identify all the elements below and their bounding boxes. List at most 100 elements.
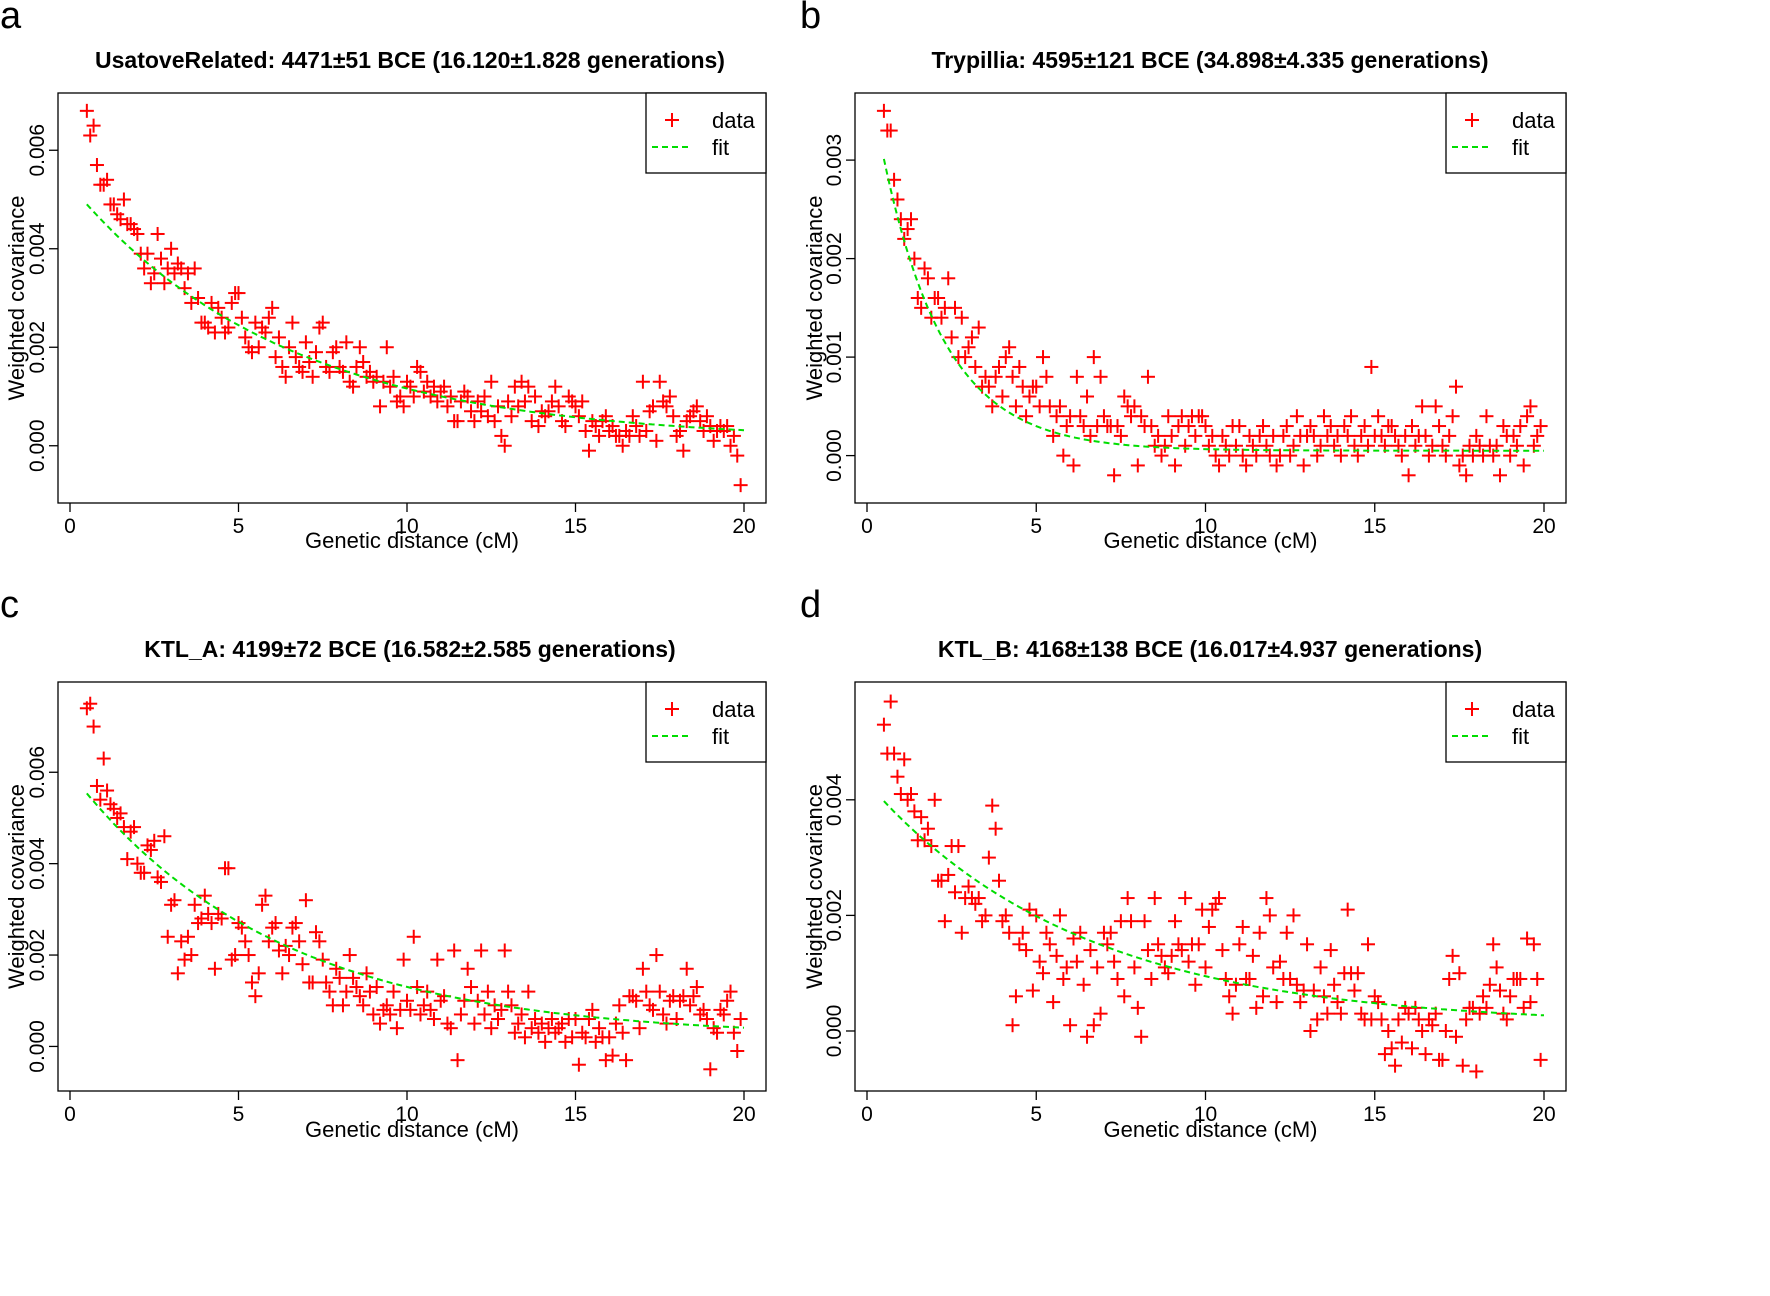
data-point bbox=[501, 394, 516, 409]
data-point bbox=[1127, 399, 1142, 414]
data-point bbox=[1516, 1000, 1531, 1015]
data-point bbox=[1340, 902, 1355, 917]
data-point bbox=[971, 891, 986, 906]
data-point bbox=[1513, 971, 1528, 986]
data-point bbox=[268, 916, 283, 931]
data-point bbox=[1459, 468, 1474, 483]
plot-frame bbox=[854, 92, 1567, 504]
data-point bbox=[130, 856, 145, 871]
data-point bbox=[931, 291, 946, 305]
data-point bbox=[167, 893, 182, 908]
data-point bbox=[988, 821, 1003, 836]
data-point bbox=[480, 984, 495, 999]
data-point bbox=[1272, 954, 1287, 969]
data-point bbox=[531, 1025, 546, 1040]
data-point bbox=[430, 952, 445, 967]
data-point bbox=[369, 980, 384, 995]
data-point bbox=[666, 409, 681, 424]
data-point bbox=[1520, 931, 1535, 946]
data-point bbox=[346, 379, 361, 394]
data-point bbox=[1201, 438, 1216, 453]
data-point bbox=[467, 414, 482, 429]
data-point bbox=[910, 291, 925, 305]
data-point bbox=[1357, 419, 1372, 434]
data-point bbox=[883, 123, 898, 138]
data-point bbox=[1195, 409, 1210, 424]
data-point bbox=[1306, 428, 1321, 443]
fit-curve bbox=[86, 203, 745, 432]
data-point bbox=[710, 1025, 725, 1040]
y-axis-label: Weighted covariance bbox=[802, 195, 827, 400]
data-point bbox=[1401, 468, 1416, 483]
data-point bbox=[285, 315, 300, 330]
legend: data fit bbox=[1445, 92, 1567, 174]
data-point bbox=[1052, 399, 1067, 414]
data-point bbox=[592, 428, 607, 443]
data-point bbox=[282, 948, 297, 963]
data-point bbox=[1225, 1006, 1240, 1021]
data-point bbox=[1513, 419, 1528, 434]
data-point bbox=[656, 1007, 671, 1022]
data-point bbox=[251, 340, 266, 355]
data-point bbox=[1303, 1023, 1318, 1038]
data-point bbox=[920, 821, 935, 836]
data-point bbox=[484, 374, 499, 389]
data-point bbox=[494, 428, 509, 443]
data-point bbox=[1093, 1006, 1108, 1021]
data-point bbox=[1019, 409, 1034, 424]
data-point bbox=[96, 751, 111, 766]
data-point bbox=[413, 364, 428, 379]
data-point bbox=[143, 276, 158, 291]
data-point bbox=[907, 804, 922, 819]
data-point bbox=[484, 1021, 499, 1036]
data-point bbox=[221, 320, 236, 335]
data-point bbox=[1364, 359, 1379, 374]
data-point bbox=[1025, 983, 1040, 998]
data-point bbox=[100, 172, 115, 187]
data-point bbox=[1448, 379, 1463, 394]
data-point bbox=[1178, 438, 1193, 453]
data-point bbox=[1496, 419, 1511, 434]
data-point bbox=[116, 192, 131, 207]
data-point bbox=[356, 998, 371, 1013]
data-point bbox=[699, 409, 714, 424]
data-point bbox=[437, 379, 452, 394]
data-point bbox=[995, 914, 1010, 929]
data-point bbox=[1388, 1058, 1403, 1073]
data-point bbox=[366, 1007, 381, 1022]
data-point bbox=[602, 1030, 617, 1045]
data-point bbox=[430, 394, 445, 409]
data-point bbox=[1063, 1018, 1078, 1033]
x-tick-label: 0 bbox=[64, 1103, 76, 1126]
data-point bbox=[1296, 458, 1311, 473]
data-point bbox=[379, 340, 394, 355]
data-point bbox=[578, 1030, 593, 1045]
data-point bbox=[1130, 1000, 1145, 1015]
x-tick-label: 0 bbox=[64, 515, 76, 538]
data-point bbox=[1486, 937, 1501, 952]
data-point bbox=[322, 364, 337, 379]
data-point bbox=[164, 241, 179, 256]
data-point bbox=[1310, 1012, 1325, 1027]
data-point bbox=[1181, 419, 1196, 434]
data-point bbox=[329, 340, 344, 355]
y-tick-label: 0.000 bbox=[26, 419, 49, 472]
plot-frame bbox=[57, 681, 767, 1092]
data-point bbox=[1168, 458, 1183, 473]
x-tick-label: 15 bbox=[1363, 515, 1386, 538]
data-point bbox=[312, 934, 327, 949]
data-point bbox=[1076, 977, 1091, 992]
data-point bbox=[1080, 389, 1095, 404]
data-point bbox=[137, 261, 152, 276]
data-point bbox=[1320, 1006, 1335, 1021]
data-point bbox=[460, 389, 475, 404]
data-point bbox=[83, 128, 98, 143]
data-point bbox=[413, 1007, 428, 1022]
data-point bbox=[914, 810, 929, 825]
data-point bbox=[876, 103, 891, 118]
data-point bbox=[143, 842, 158, 857]
data-point bbox=[319, 975, 334, 990]
y-axis-label: Weighted covariance bbox=[802, 784, 827, 989]
x-tick-label: 5 bbox=[1030, 515, 1042, 538]
data-point bbox=[632, 1021, 647, 1036]
